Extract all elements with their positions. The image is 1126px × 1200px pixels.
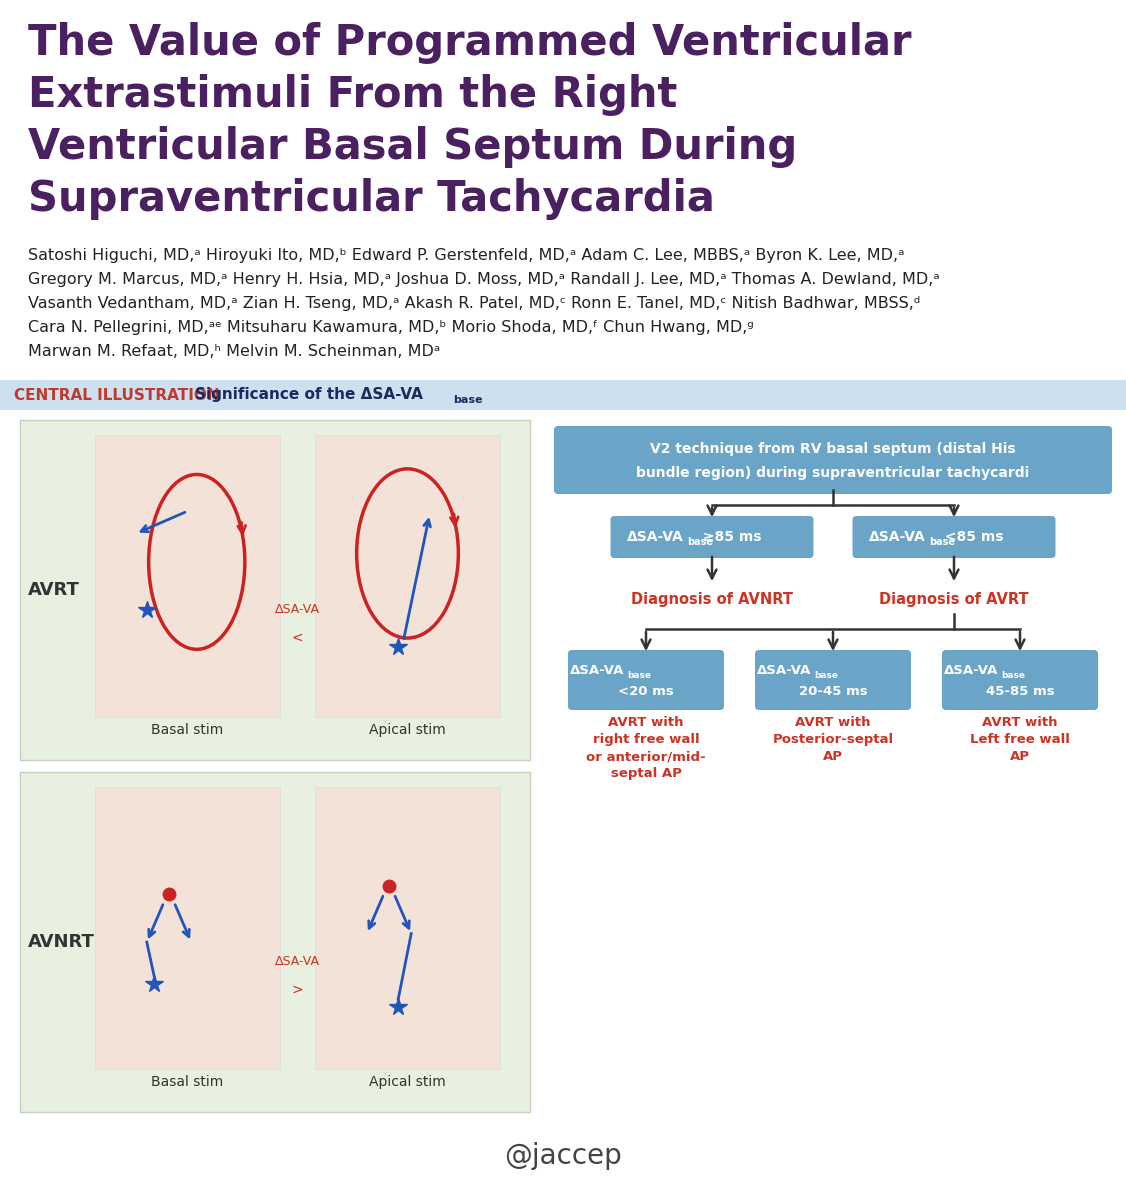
Text: AVRT with
Posterior-septal
AP: AVRT with Posterior-septal AP (772, 716, 894, 763)
FancyBboxPatch shape (610, 516, 813, 558)
Text: ≥85 ms: ≥85 ms (698, 530, 762, 544)
Text: Diagnosis of AVRT: Diagnosis of AVRT (879, 592, 1029, 607)
Text: <85 ms: <85 ms (940, 530, 1003, 544)
Text: base: base (687, 538, 713, 547)
Text: @jaccep: @jaccep (504, 1142, 622, 1170)
Text: ΔSA-VA: ΔSA-VA (944, 664, 998, 677)
Text: V2 technique from RV basal septum (distal His: V2 technique from RV basal septum (dista… (650, 443, 1016, 456)
Text: AVRT with
right free wall
or anterior/mid-
septal AP: AVRT with right free wall or anterior/mi… (587, 716, 706, 780)
FancyBboxPatch shape (568, 650, 724, 710)
Text: 45-85 ms: 45-85 ms (985, 685, 1054, 698)
FancyBboxPatch shape (20, 420, 530, 760)
Text: Apical stim: Apical stim (369, 722, 446, 737)
FancyBboxPatch shape (20, 772, 530, 1112)
Text: base: base (453, 395, 483, 404)
FancyBboxPatch shape (756, 650, 911, 710)
FancyBboxPatch shape (315, 434, 500, 716)
FancyBboxPatch shape (852, 516, 1055, 558)
FancyBboxPatch shape (315, 787, 500, 1069)
Text: Diagnosis of AVNRT: Diagnosis of AVNRT (631, 592, 793, 607)
Text: base: base (929, 538, 955, 547)
Text: base: base (1001, 671, 1025, 680)
Text: Marwan M. Refaat, MD,ʰ Melvin M. Scheinman, MDᵃ: Marwan M. Refaat, MD,ʰ Melvin M. Scheinm… (28, 344, 440, 359)
Text: ΔSA-VA: ΔSA-VA (275, 604, 320, 617)
Text: Ventricular Basal Septum During: Ventricular Basal Septum During (28, 126, 797, 168)
FancyBboxPatch shape (95, 434, 280, 716)
Text: AVRT: AVRT (28, 581, 80, 599)
Text: base: base (814, 671, 838, 680)
Text: CENTRAL ILLUSTRATION: CENTRAL ILLUSTRATION (14, 388, 220, 402)
FancyBboxPatch shape (942, 650, 1098, 710)
Text: Satoshi Higuchi, MD,ᵃ Hiroyuki Ito, MD,ᵇ Edward P. Gerstenfeld, MD,ᵃ Adam C. Lee: Satoshi Higuchi, MD,ᵃ Hiroyuki Ito, MD,ᵇ… (28, 248, 904, 263)
FancyBboxPatch shape (95, 787, 280, 1069)
Text: >: > (292, 983, 303, 997)
Text: AVRT with
Left free wall
AP: AVRT with Left free wall AP (971, 716, 1070, 763)
Text: The Value of Programmed Ventricular: The Value of Programmed Ventricular (28, 22, 912, 64)
Text: Cara N. Pellegrini, MD,ᵃᵉ Mitsuharu Kawamura, MD,ᵇ Morio Shoda, MD,ᶠ Chun Hwang,: Cara N. Pellegrini, MD,ᵃᵉ Mitsuharu Kawa… (28, 320, 754, 335)
Text: Basal stim: Basal stim (151, 722, 224, 737)
Text: Extrastimuli From the Right: Extrastimuli From the Right (28, 74, 678, 116)
Text: ΔSA-VA: ΔSA-VA (570, 664, 624, 677)
Text: <: < (292, 631, 303, 646)
Text: Supraventricular Tachycardia: Supraventricular Tachycardia (28, 178, 715, 220)
Text: Apical stim: Apical stim (369, 1075, 446, 1090)
Text: 20-45 ms: 20-45 ms (798, 685, 867, 698)
Text: base: base (627, 671, 651, 680)
Text: ΔSA-VA: ΔSA-VA (627, 530, 683, 544)
Text: ΔSA-VA: ΔSA-VA (275, 955, 320, 968)
Text: ΔSA-VA: ΔSA-VA (869, 530, 926, 544)
Text: Gregory M. Marcus, MD,ᵃ Henry H. Hsia, MD,ᵃ Joshua D. Moss, MD,ᵃ Randall J. Lee,: Gregory M. Marcus, MD,ᵃ Henry H. Hsia, M… (28, 272, 940, 287)
Text: ΔSA-VA: ΔSA-VA (757, 664, 811, 677)
Text: <20 ms: <20 ms (618, 685, 673, 698)
Text: bundle region) during supraventricular tachycardi: bundle region) during supraventricular t… (636, 466, 1029, 480)
FancyBboxPatch shape (554, 426, 1112, 494)
Text: AVNRT: AVNRT (28, 934, 95, 950)
Text: Vasanth Vedantham, MD,ᵃ Zian H. Tseng, MD,ᵃ Akash R. Patel, MD,ᶜ Ronn E. Tanel, : Vasanth Vedantham, MD,ᵃ Zian H. Tseng, M… (28, 296, 920, 311)
FancyBboxPatch shape (0, 380, 1126, 410)
Text: Basal stim: Basal stim (151, 1075, 224, 1090)
Text: Significance of the ΔSA-VA: Significance of the ΔSA-VA (195, 388, 423, 402)
